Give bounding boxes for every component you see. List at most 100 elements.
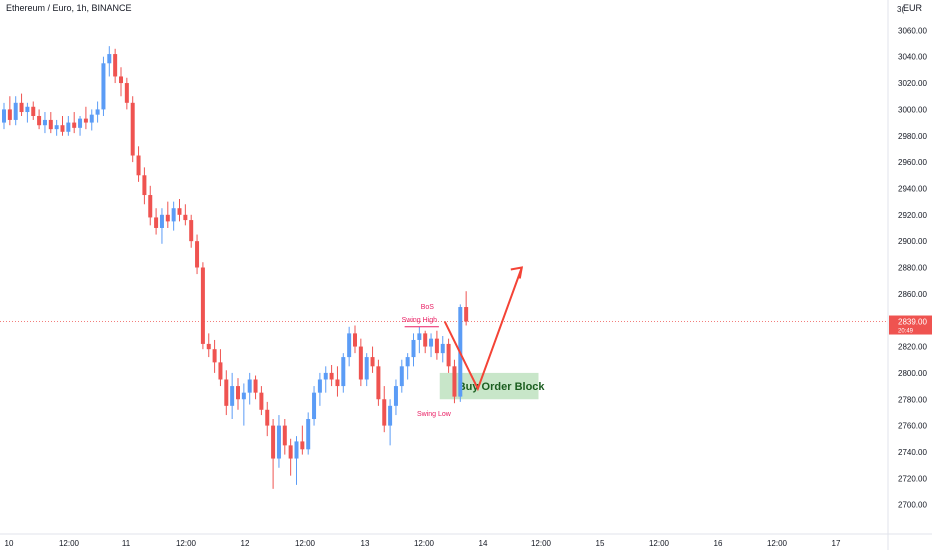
candle	[446, 338, 451, 373]
candle	[212, 339, 217, 373]
candle-body	[434, 338, 439, 354]
candle	[288, 438, 293, 476]
candle-body	[294, 441, 299, 459]
candle	[13, 96, 18, 126]
x-tick-label: 10	[5, 539, 14, 548]
candle	[271, 419, 276, 489]
projection-arrowhead	[510, 266, 524, 279]
candle-body	[411, 339, 416, 358]
candle-body	[323, 372, 328, 380]
candle-body	[165, 214, 170, 222]
candle	[306, 412, 311, 455]
candle-body	[60, 125, 65, 132]
candle	[136, 146, 141, 182]
candle	[183, 204, 188, 226]
candle-body	[329, 372, 334, 380]
candle-body	[288, 445, 293, 459]
candle-body	[230, 386, 235, 406]
candle-body	[429, 338, 434, 347]
candle-body	[224, 379, 229, 406]
x-tick-label: 14	[479, 539, 488, 548]
swing-low-label: Swing Low	[417, 411, 452, 418]
y-tick-label: 2740.00	[898, 448, 927, 457]
candle	[417, 326, 422, 354]
candle-body	[218, 362, 223, 380]
candle	[159, 208, 164, 244]
last-price-tag: 2839.00 20:49	[889, 315, 932, 335]
x-tick-label: 12:00	[295, 539, 316, 548]
candle	[130, 96, 135, 163]
x-tick-label: 12:00	[176, 539, 197, 548]
x-tick-label: 12	[241, 539, 250, 548]
candle	[124, 77, 129, 110]
candle	[276, 415, 281, 468]
x-tick-label: 11	[122, 539, 131, 548]
y-tick-label: 2920.00	[898, 211, 927, 220]
candle-body	[335, 379, 340, 387]
candle	[452, 359, 457, 404]
candle	[31, 101, 36, 120]
candle	[37, 109, 42, 130]
candle	[148, 185, 153, 226]
candle-body	[452, 366, 457, 397]
candle	[312, 386, 317, 426]
candle	[48, 112, 53, 134]
candle	[317, 372, 322, 406]
candle-body	[300, 441, 305, 450]
symbol-title: Ethereum / Euro, 1h, BINANCE	[6, 3, 132, 13]
y-tick-label-partial: 3(	[897, 5, 904, 14]
candle	[388, 399, 393, 446]
candle	[300, 425, 305, 455]
currency-label: EUR	[903, 3, 923, 13]
x-tick-label: 17	[832, 539, 841, 548]
candle-body	[382, 399, 387, 426]
candle-body	[253, 379, 258, 393]
candle-body	[183, 214, 188, 221]
candle-body	[148, 195, 153, 218]
candle-body	[13, 102, 18, 120]
candle	[241, 383, 246, 426]
candle-body	[317, 379, 322, 393]
candle-body	[364, 357, 369, 380]
y-tick-label: 2720.00	[898, 474, 927, 483]
candle	[107, 46, 112, 77]
candle-body	[417, 333, 422, 340]
candle	[393, 379, 398, 416]
candle	[259, 386, 264, 416]
candle-body	[306, 419, 311, 450]
x-tick-label: 12:00	[767, 539, 788, 548]
candle	[464, 291, 469, 326]
x-tick-label: 16	[714, 539, 723, 548]
candle	[358, 338, 363, 387]
candle-body	[136, 155, 141, 176]
candle-body	[159, 214, 164, 228]
candle-body	[42, 119, 47, 126]
candle	[25, 102, 30, 123]
y-tick-label: 2760.00	[898, 422, 927, 431]
candle	[189, 214, 194, 248]
candle	[364, 353, 369, 387]
candle-body	[66, 122, 71, 132]
candle-body	[200, 267, 205, 344]
candle-body	[48, 119, 53, 130]
candle-body	[142, 175, 147, 196]
candle	[165, 201, 170, 228]
y-tick-label: 2800.00	[898, 369, 927, 378]
candle-body	[195, 241, 200, 268]
candle-body	[399, 366, 404, 387]
candle	[54, 119, 59, 136]
candle	[429, 333, 434, 358]
countdown-label: 20:49	[898, 329, 914, 335]
y-tick-label: 2960.00	[898, 158, 927, 167]
candle	[353, 325, 357, 354]
candle	[411, 333, 416, 367]
y-tick-label: 2860.00	[898, 290, 927, 299]
candle	[434, 330, 439, 360]
candle	[382, 386, 387, 433]
candle	[72, 112, 77, 134]
candle	[253, 375, 258, 400]
x-tick-label: 12:00	[414, 539, 435, 548]
candle-body	[101, 63, 106, 110]
